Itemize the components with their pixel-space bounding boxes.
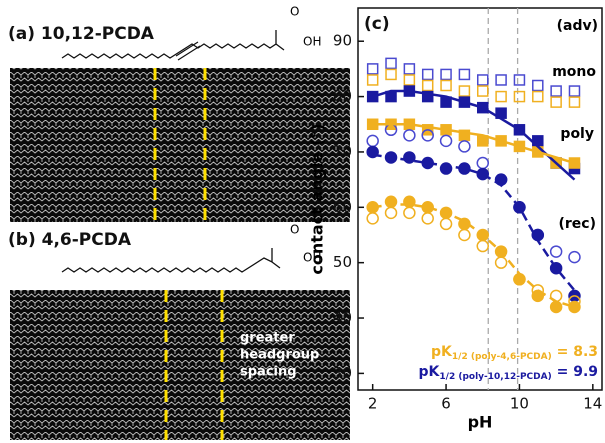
series-label: (adv) [557,18,598,34]
molecule [61,248,281,273]
x-tick-label: 14 [583,395,602,413]
marker [513,74,526,86]
x-tick-label: 2 [368,395,378,413]
marker [421,129,434,142]
marker [403,151,416,164]
marker [366,63,379,75]
panel-label: (a) 10,12-PCDA [8,24,155,44]
marker [458,85,471,97]
marker [385,57,397,70]
note: spacing [240,365,297,380]
marker [550,96,562,108]
annotation: pK1/2 (poly-10,12-PCDA) = 9.9 [419,364,598,382]
marker [549,245,563,258]
marker [550,85,562,97]
marker [513,90,526,103]
marker [568,96,581,108]
md-image [10,68,350,222]
marker [494,256,508,269]
marker [385,68,397,81]
marker [403,63,416,75]
marker [366,212,379,225]
marker [421,68,434,81]
fit-line [372,123,575,165]
annotation-tail: = 8.3 [552,344,598,360]
marker [440,79,452,92]
marker [476,167,490,181]
marker [495,90,507,103]
marker [568,85,581,97]
marker [532,79,544,92]
panel-label: (c) [364,14,390,34]
triple-bond [175,41,201,61]
annotation: pK1/2 (poly-4,6-PCDA) = 8.3 [431,344,598,362]
marker [384,123,398,137]
plot-frame [357,7,603,391]
y-tick-label: 80 [333,87,352,105]
marker [495,74,507,86]
y-tick-label: 30 [333,364,352,382]
marker [403,74,416,86]
marker [366,134,379,148]
md-image [10,290,350,440]
marker [403,206,416,220]
panel-label: (b) 4,6-PCDA [8,230,132,250]
marker [366,74,379,86]
marker [421,212,434,225]
annotation-sub: 1/2 (poly-4,6-PCDA) [452,352,552,362]
y-axis-label: contact angle (°) [308,123,327,274]
marker [384,206,398,220]
marker [440,68,452,81]
marker [458,228,471,242]
annotation-sub: 1/2 (poly-10,12-PCDA) [439,372,551,382]
marker [549,300,563,314]
annotation-text: pK [431,344,453,360]
fit-line [372,153,576,292]
y-tick-label: 50 [333,253,352,271]
y-tick-label: 40 [333,309,352,327]
marker [458,68,471,81]
marker [439,134,453,148]
marker [403,129,416,142]
series-label: mono [552,64,596,80]
marker [476,239,490,253]
marker [532,90,544,103]
y-tick-label: 60 [333,198,352,216]
x-tick-label: 10 [510,395,529,413]
marker [531,284,545,297]
marker [476,156,490,170]
marker [421,90,434,103]
marker [513,273,526,286]
fit-line [372,203,575,309]
note: greater [240,331,295,346]
marker [439,217,453,231]
atom-label: O [290,5,299,19]
marker [568,250,581,264]
fit-line [372,89,576,181]
atom-label: OH [303,251,321,265]
note: headgroup [240,348,319,363]
marker [477,74,489,86]
annotation-text: pK [419,364,441,380]
atom-label: OH [303,35,321,49]
series-label: poly [560,126,594,142]
annotation-tail: = 9.9 [552,364,598,380]
marker [477,85,489,97]
molecule [61,30,285,59]
marker [458,140,471,153]
atom-label: O [290,223,299,237]
marker [568,295,581,308]
y-tick-label: 70 [333,142,352,160]
marker [421,79,434,92]
series-label: (rec) [559,216,597,232]
chart: 30 40 50 60 70 80 90 2 6 10 14 pH contact angle (°) (… [308,7,603,432]
x-axis-label: pH [468,413,493,432]
y-tick-label: 90 [333,32,352,50]
x-tick-label: 6 [441,395,451,413]
